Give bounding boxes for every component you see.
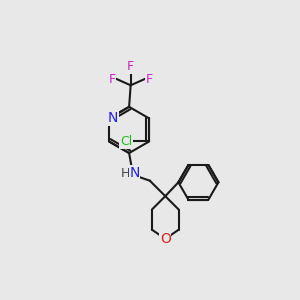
Text: H: H — [121, 167, 130, 180]
Text: N: N — [108, 111, 118, 125]
Text: F: F — [109, 73, 116, 85]
Text: N: N — [129, 166, 140, 180]
Text: Cl: Cl — [120, 135, 132, 148]
Text: F: F — [146, 73, 153, 85]
Text: F: F — [127, 60, 134, 73]
Text: O: O — [160, 232, 171, 246]
